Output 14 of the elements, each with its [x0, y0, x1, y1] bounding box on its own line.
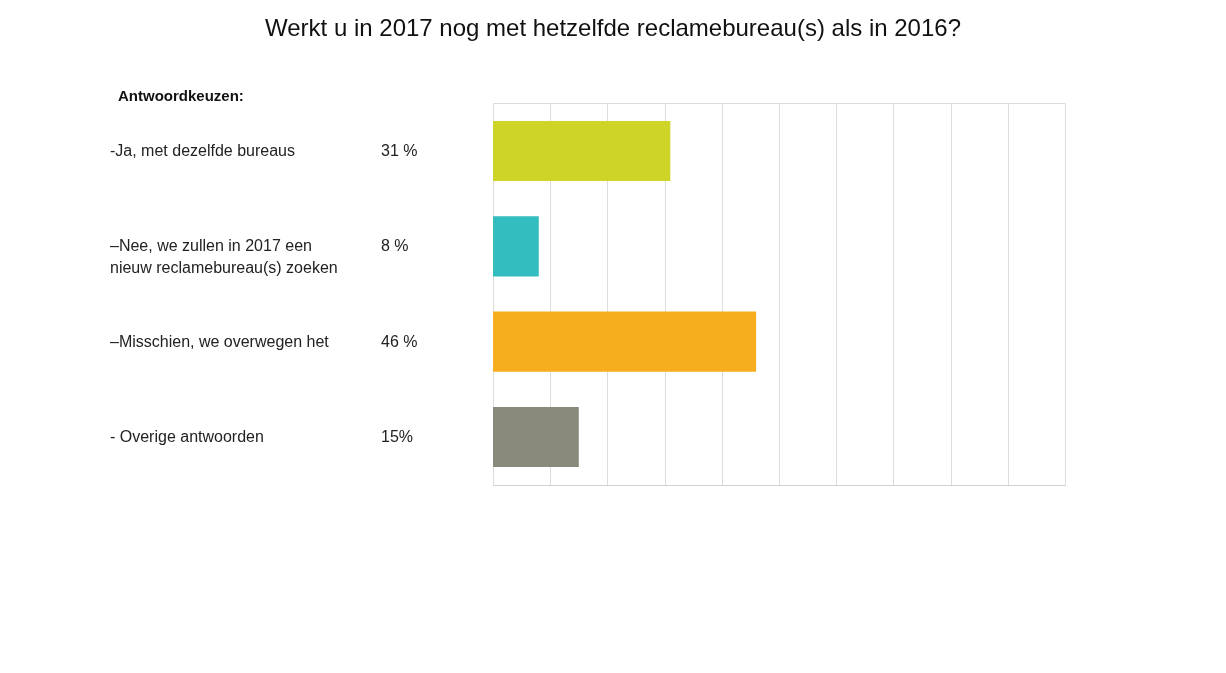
bar	[493, 406, 579, 467]
bar	[493, 311, 757, 372]
data-label: 15%	[381, 427, 414, 445]
bar	[493, 216, 539, 277]
y-tick-label: –Nee, we zullen in 2017 een nieuw reclamebureau(s) zoeken	[110, 237, 338, 277]
y-tick-label: –Misschien, we overwegen het	[110, 332, 330, 350]
data-label: 8 %	[381, 237, 409, 255]
text: Antwoordkeuzen:	[118, 87, 244, 104]
y-tick-label: - Overige antwoorden	[110, 427, 264, 445]
data-label: 31 %	[381, 142, 418, 160]
y-tick-label: -Ja, met dezelfde bureaus	[110, 142, 295, 160]
chart-title: Werkt u in 2017 nog met hetzelfde reclamebureau(s) als in 2016?	[265, 14, 961, 41]
bar	[493, 121, 671, 182]
data-label: 46 %	[381, 332, 418, 350]
